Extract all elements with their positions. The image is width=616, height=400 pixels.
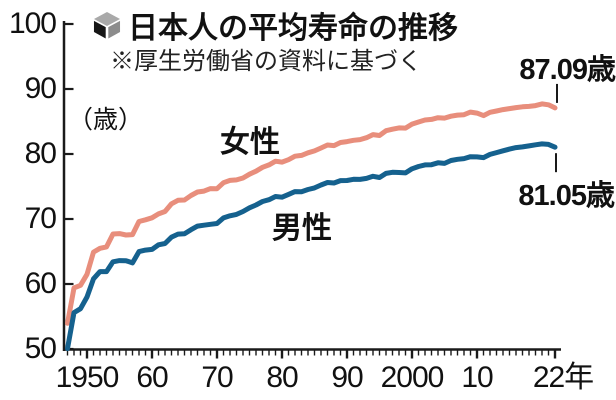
- y-axis-unit-label: （歳）: [68, 106, 144, 134]
- x-tick-label: 22年: [532, 361, 594, 394]
- chart-title: 日本人の平均寿命の推移: [128, 12, 458, 45]
- female-end-value: 87.09歳: [519, 54, 616, 86]
- male-series-label: 男性: [272, 212, 332, 245]
- x-tick-label: 1950: [55, 361, 120, 394]
- series-line-male: [65, 141, 558, 352]
- x-tick-label: 90: [331, 361, 363, 394]
- x-tick-label: 70: [201, 361, 233, 394]
- x-tick-label: 80: [266, 361, 298, 394]
- y-tick-label: 100: [8, 7, 57, 40]
- y-tick-label: 70: [24, 202, 57, 235]
- cube-icon: [93, 11, 121, 39]
- chart-header: 日本人の平均寿命の推移: [93, 3, 458, 47]
- y-tick-label: 50: [24, 332, 57, 365]
- male-end-value: 81.05歳: [518, 180, 615, 212]
- x-tick-label: 60: [136, 361, 168, 394]
- y-tick-label: 90: [24, 72, 57, 105]
- female-series-label: 女性: [220, 126, 280, 159]
- series-line-female: [65, 101, 558, 326]
- y-tick-label: 60: [24, 267, 57, 300]
- x-tick-label: 10: [461, 361, 493, 394]
- chart-subtitle: ※厚生労働省の資料に基づく: [110, 49, 422, 75]
- x-tick-label: 2000: [380, 361, 445, 394]
- y-tick-label: 80: [24, 137, 57, 170]
